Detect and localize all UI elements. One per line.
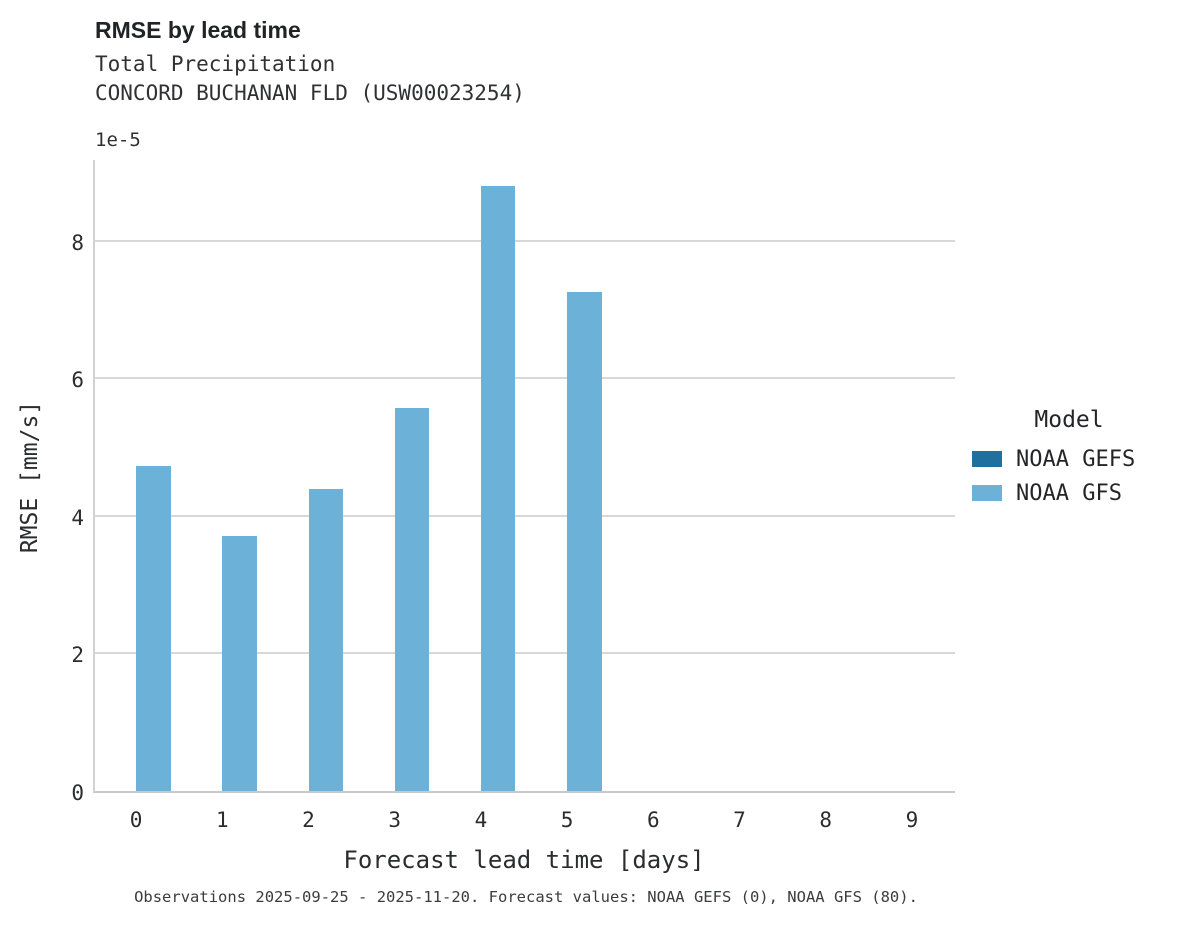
y-axis-label: RMSE [mm/s] [17,400,43,554]
x-tick-label-5: 5 [560,808,574,832]
chart-subtitle-station: CONCORD BUCHANAN FLD (USW00023254) [95,81,525,105]
legend-entry-noaa-gefs: NOAA GEFS [960,442,1178,476]
y-axis-offset-multiplier: 1e-5 [95,129,141,151]
y-tick-label-2: 2 [71,643,84,668]
x-tick-label-9: 9 [905,808,919,832]
y-tick-label-4: 4 [71,505,84,530]
plot-area [93,160,955,793]
bar-noaa-gfs-lead-5 [567,292,602,791]
legend-swatch-icon [972,451,1002,467]
gridline-y-6 [95,377,955,380]
legend-label: NOAA GEFS [1016,446,1136,472]
y-tick-label-8: 8 [71,230,84,255]
caption: Observations 2025-09-25 - 2025-11-20. Fo… [134,888,918,906]
x-tick-label-3: 3 [388,808,402,832]
x-tick-label-4: 4 [474,808,488,832]
gridline-y-8 [95,239,955,242]
x-tick-label-0: 0 [129,808,143,832]
bar-noaa-gfs-lead-3 [394,407,430,791]
x-tick-label-1: 1 [215,808,229,832]
bar-noaa-gfs-lead-1 [222,536,257,791]
bar-noaa-gfs-lead-4 [480,186,516,791]
chart-subtitle-variable: Total Precipitation [95,52,336,76]
legend-swatch-icon [972,485,1002,501]
legend-entry-noaa-gfs: NOAA GFS [960,476,1178,510]
y-tick-label-0: 0 [71,781,84,805]
x-tick-label-2: 2 [302,808,315,832]
x-axis-label: Forecast lead time [days] [343,846,705,874]
legend-entries-group: NOAA GEFS NOAA GFS [960,442,1178,510]
gridline-y-4 [95,514,955,517]
x-tick-label-7: 7 [733,808,746,832]
x-tick-label-8: 8 [819,808,833,832]
x-tick-label-6: 6 [646,808,660,832]
legend-title: Model [1034,407,1104,433]
y-tick-label-6: 6 [71,368,84,393]
chart-title: RMSE by lead time [95,17,301,43]
gridline-y-2 [95,652,955,655]
legend: Model NOAA GEFS NOAA GFS [960,407,1178,510]
legend-label: NOAA GFS [1016,480,1122,506]
bar-noaa-gfs-lead-2 [308,488,343,791]
bar-noaa-gfs-lead-0 [136,465,171,791]
